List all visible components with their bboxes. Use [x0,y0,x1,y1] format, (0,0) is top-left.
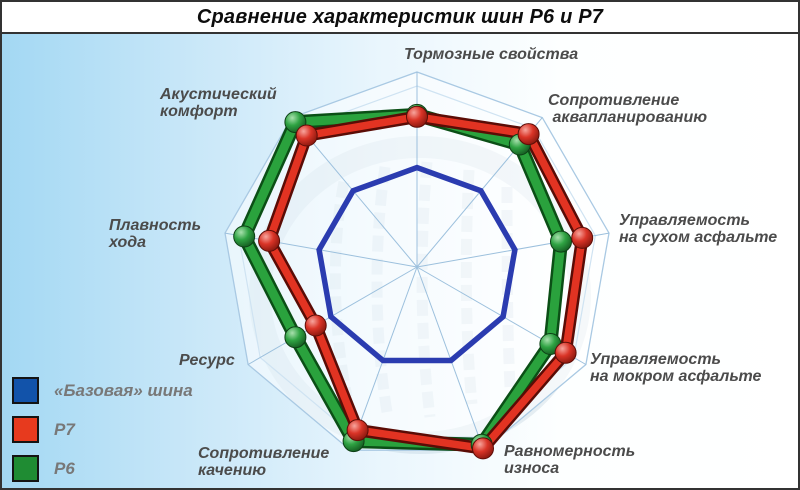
axis-label-dry-handling: Управляемость на сухом асфальте [619,212,778,246]
legend-item-p6: Р6 [12,455,193,482]
axis-label-braking: Тормозные свойства [404,46,579,63]
axis-label-wet-handling: Управляемость на мокром асфальте [590,351,762,385]
axis-label-ride-smoothness: Плавность хода [109,217,202,251]
legend-swatch-p7 [12,416,39,443]
legend: «Базовая» шина Р7 Р6 [12,377,193,488]
legend-label-p6: Р6 [54,458,75,478]
axis-label-wear-uniformity: Равномерность износа [504,443,636,477]
legend-swatch-base [12,377,39,404]
legend-item-base: «Базовая» шина [12,377,193,404]
legend-label-p7: Р7 [54,419,75,439]
axis-label-acoustic-comfort: Акустический комфорт [160,86,277,120]
axis-label-rolling-resistance: Сопротивление качению [198,445,330,479]
axis-label-lifespan: Ресурс [179,352,235,369]
legend-label-base: «Базовая» шина [54,380,193,400]
page-title: Сравнение характеристик шин Р6 и Р7 [196,5,604,28]
title-bar: Сравнение характеристик шин Р6 и Р7 [2,2,798,34]
legend-swatch-p6 [12,455,39,482]
axis-label-aquaplaning: Сопротивление аквапланированию [548,92,708,126]
legend-item-p7: Р7 [12,416,193,443]
